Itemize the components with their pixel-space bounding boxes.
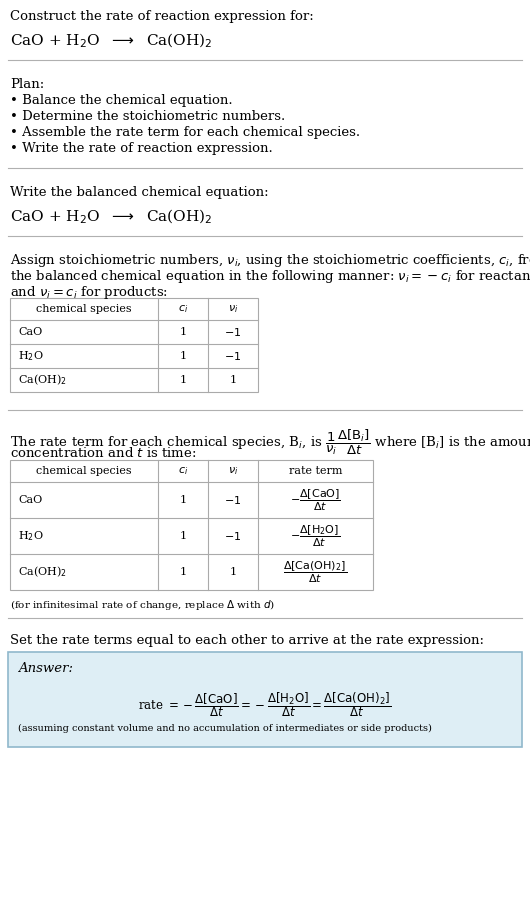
Text: CaO: CaO — [18, 495, 42, 505]
Text: 1: 1 — [180, 531, 187, 541]
FancyBboxPatch shape — [8, 652, 522, 747]
Text: CaO: CaO — [18, 327, 42, 337]
Text: Set the rate terms equal to each other to arrive at the rate expression:: Set the rate terms equal to each other t… — [10, 634, 484, 647]
Bar — [10, 298, 258, 392]
Text: 1: 1 — [229, 567, 236, 577]
Text: • Balance the chemical equation.: • Balance the chemical equation. — [10, 94, 233, 107]
Text: Assign stoichiometric numbers, $\nu_i$, using the stoichiometric coefficients, $: Assign stoichiometric numbers, $\nu_i$, … — [10, 252, 530, 269]
Text: H$_2$O: H$_2$O — [18, 349, 43, 363]
Text: Plan:: Plan: — [10, 78, 44, 91]
Text: rate $= -\dfrac{\Delta[\mathrm{CaO}]}{\Delta t} = -\dfrac{\Delta[\mathrm{H_2O}]}: rate $= -\dfrac{\Delta[\mathrm{CaO}]}{\D… — [138, 690, 392, 719]
Text: 1: 1 — [180, 327, 187, 337]
Text: (for infinitesimal rate of change, replace $\Delta$ with $d$): (for infinitesimal rate of change, repla… — [10, 598, 275, 612]
Text: • Write the rate of reaction expression.: • Write the rate of reaction expression. — [10, 142, 273, 155]
Text: • Determine the stoichiometric numbers.: • Determine the stoichiometric numbers. — [10, 110, 285, 123]
Text: Answer:: Answer: — [18, 662, 73, 675]
Text: the balanced chemical equation in the following manner: $\nu_i = -c_i$ for react: the balanced chemical equation in the fo… — [10, 268, 530, 285]
Text: $-1$: $-1$ — [224, 326, 242, 338]
Text: $-1$: $-1$ — [224, 350, 242, 362]
Text: $-\dfrac{\Delta[\mathrm{CaO}]}{\Delta t}$: $-\dfrac{\Delta[\mathrm{CaO}]}{\Delta t}… — [290, 487, 341, 512]
Text: $\nu_i$: $\nu_i$ — [228, 465, 238, 477]
Text: CaO + H$_2$O  $\longrightarrow$  Ca(OH)$_2$: CaO + H$_2$O $\longrightarrow$ Ca(OH)$_2… — [10, 32, 213, 50]
Text: $-1$: $-1$ — [224, 494, 242, 506]
Text: Ca(OH)$_2$: Ca(OH)$_2$ — [18, 373, 67, 388]
Text: $-1$: $-1$ — [224, 530, 242, 542]
Text: 1: 1 — [180, 495, 187, 505]
Text: H$_2$O: H$_2$O — [18, 529, 43, 543]
Text: chemical species: chemical species — [36, 304, 132, 314]
Text: $\nu_i$: $\nu_i$ — [228, 303, 238, 315]
Text: 1: 1 — [229, 375, 236, 385]
Text: chemical species: chemical species — [36, 466, 132, 476]
Text: (assuming constant volume and no accumulation of intermediates or side products): (assuming constant volume and no accumul… — [18, 723, 432, 733]
Text: • Assemble the rate term for each chemical species.: • Assemble the rate term for each chemic… — [10, 126, 360, 139]
Text: 1: 1 — [180, 375, 187, 385]
Text: Construct the rate of reaction expression for:: Construct the rate of reaction expressio… — [10, 10, 314, 23]
Bar — [10, 460, 373, 590]
Text: $-\dfrac{\Delta[\mathrm{H_2O}]}{\Delta t}$: $-\dfrac{\Delta[\mathrm{H_2O}]}{\Delta t… — [290, 523, 341, 549]
Text: CaO + H$_2$O  $\longrightarrow$  Ca(OH)$_2$: CaO + H$_2$O $\longrightarrow$ Ca(OH)$_2… — [10, 208, 213, 227]
Text: and $\nu_i = c_i$ for products:: and $\nu_i = c_i$ for products: — [10, 284, 168, 301]
Text: concentration and $t$ is time:: concentration and $t$ is time: — [10, 446, 197, 460]
Text: $c_i$: $c_i$ — [178, 465, 188, 477]
Text: The rate term for each chemical species, B$_i$, is $\dfrac{1}{\nu_i}\dfrac{\Delt: The rate term for each chemical species,… — [10, 428, 530, 458]
Text: rate term: rate term — [289, 466, 342, 476]
Text: 1: 1 — [180, 567, 187, 577]
Text: Write the balanced chemical equation:: Write the balanced chemical equation: — [10, 186, 269, 199]
Text: $\dfrac{\Delta[\mathrm{Ca(OH)_2}]}{\Delta t}$: $\dfrac{\Delta[\mathrm{Ca(OH)_2}]}{\Delt… — [284, 560, 348, 585]
Text: $c_i$: $c_i$ — [178, 303, 188, 315]
Text: 1: 1 — [180, 351, 187, 361]
Text: Ca(OH)$_2$: Ca(OH)$_2$ — [18, 565, 67, 580]
